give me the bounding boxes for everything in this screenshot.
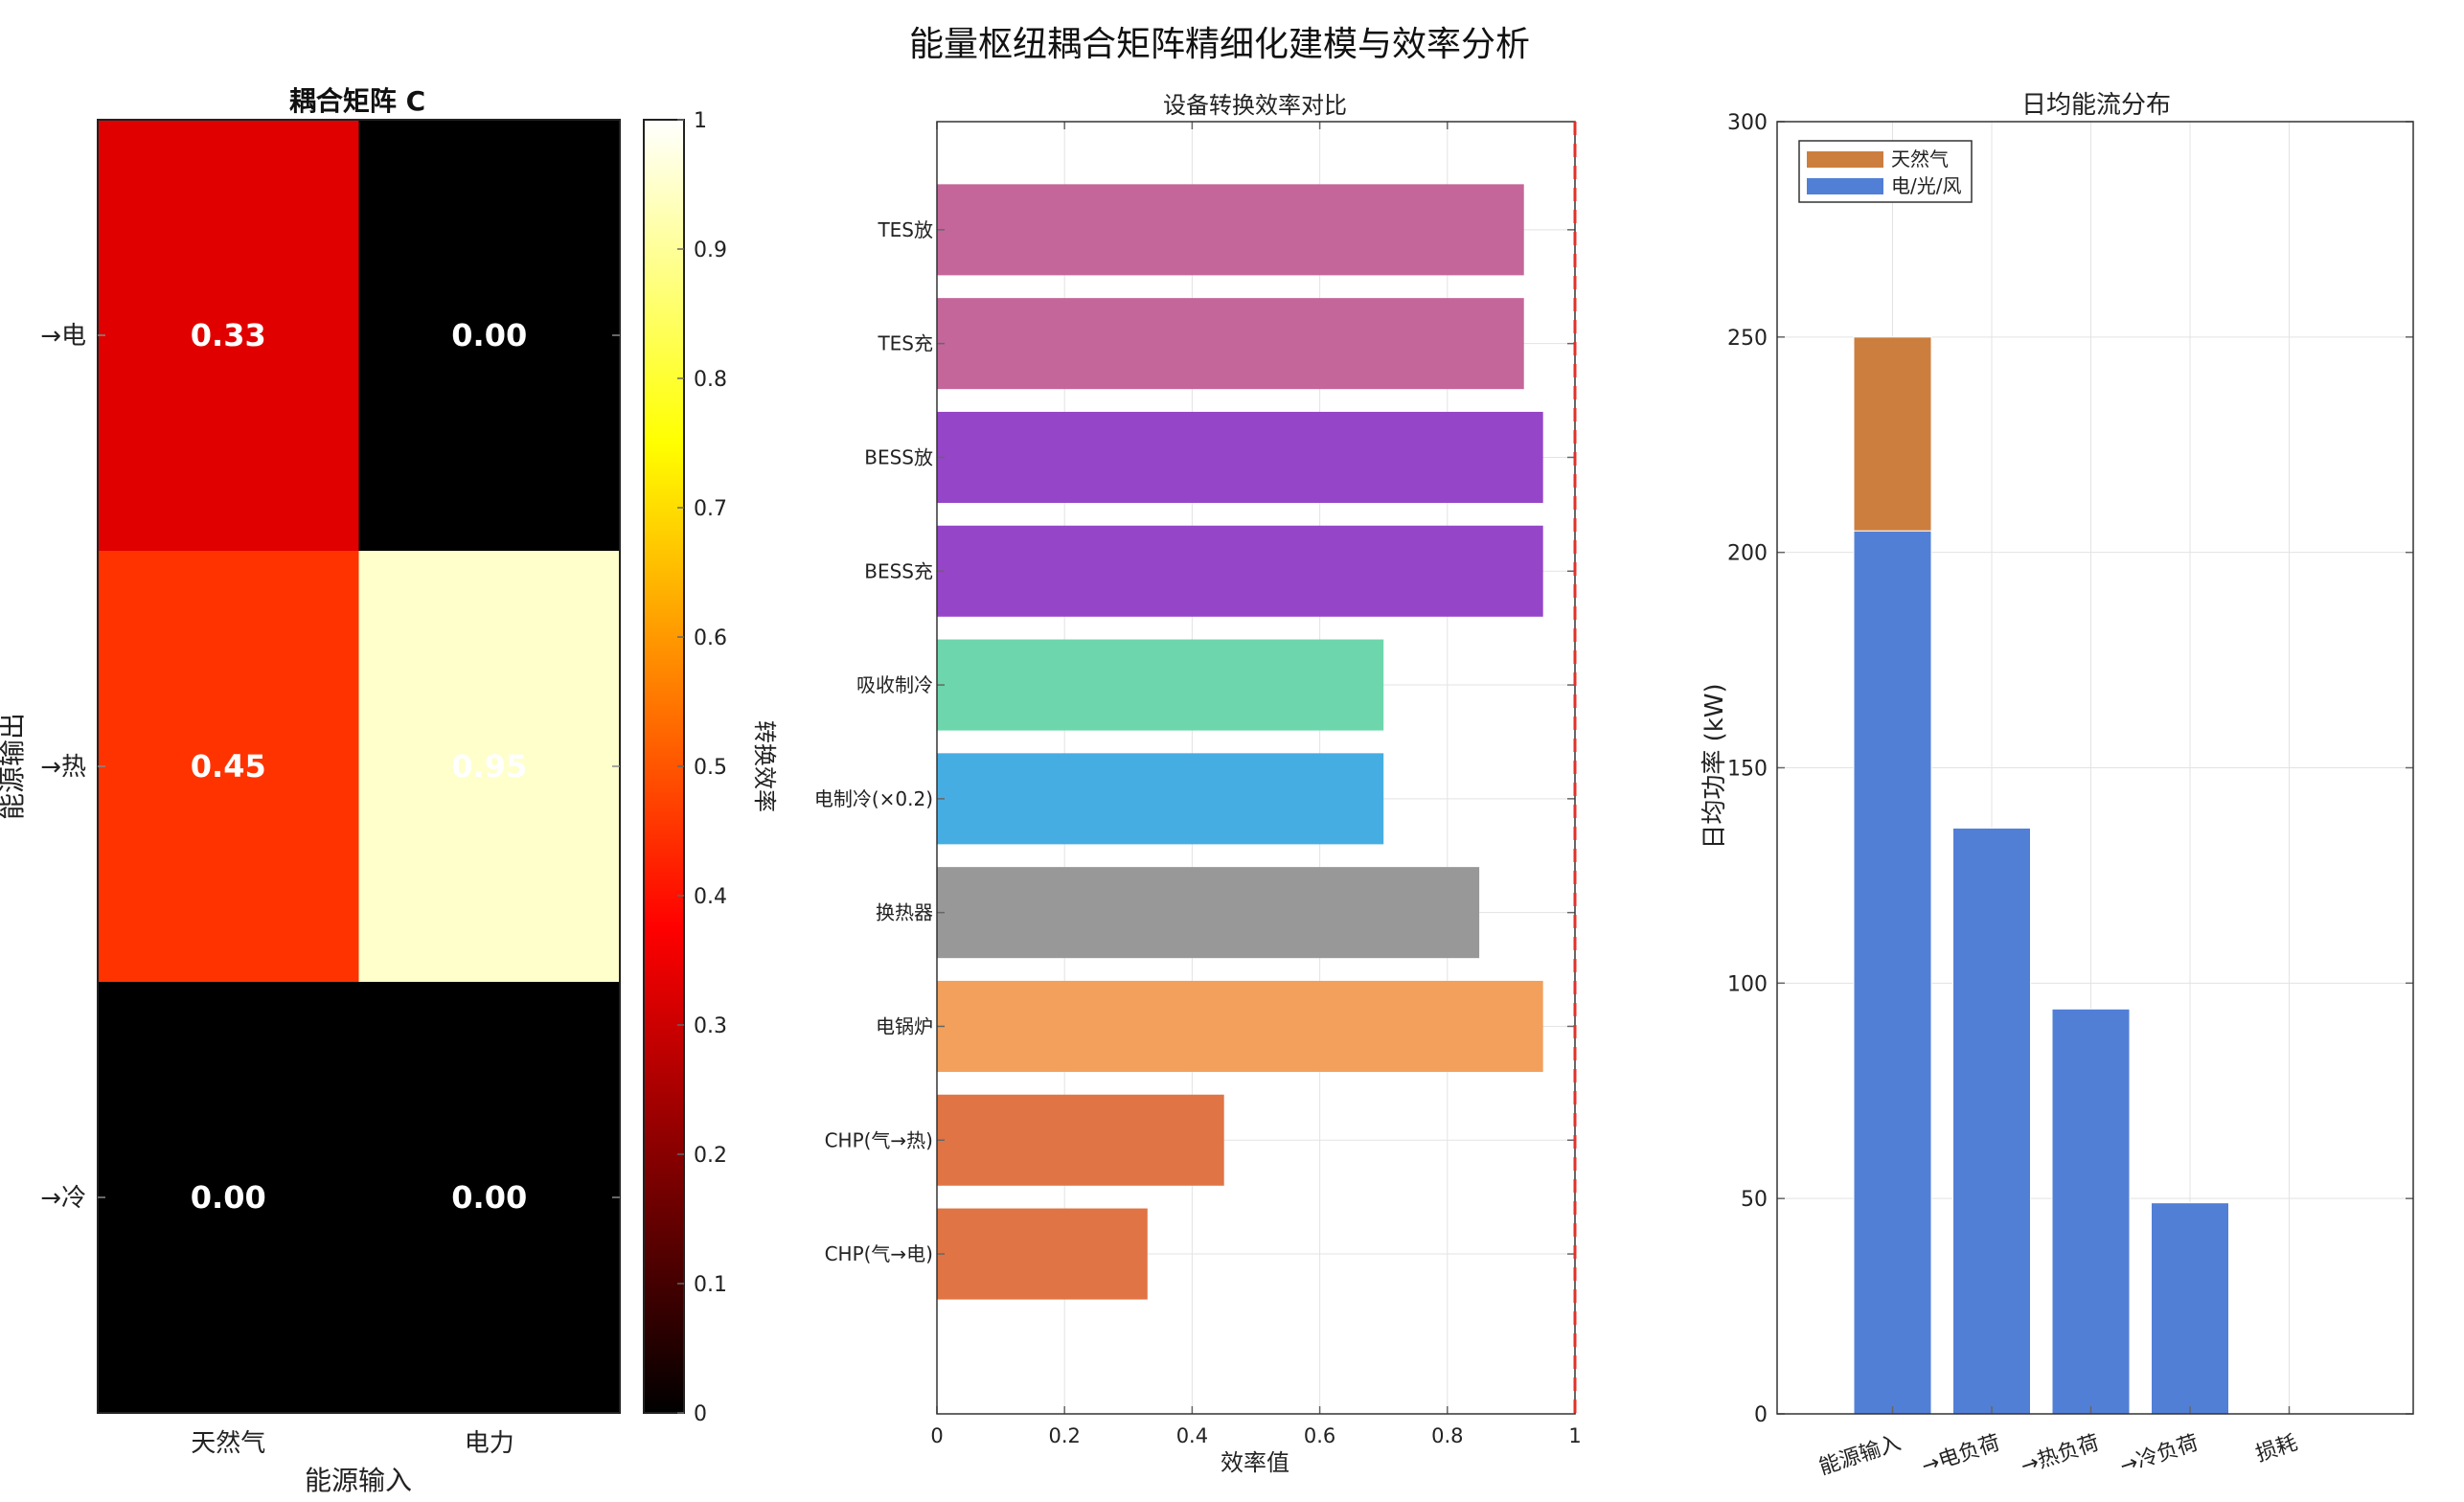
legend-label: 电/光/风	[1891, 174, 1961, 197]
efficiency-x-tick-label: 1	[1568, 1424, 1581, 1447]
heatmap-cell	[98, 982, 359, 1413]
efficiency-bar	[937, 184, 1524, 276]
heatmap-ylabel: 能源输出	[0, 713, 28, 820]
legend-swatch	[1807, 178, 1883, 194]
legend-swatch	[1807, 151, 1883, 168]
heatmap-cell-value: 0.00	[451, 317, 527, 353]
heatmap-cell	[98, 120, 359, 551]
colorbar-tick-label: 1	[694, 109, 707, 133]
energy-flow-x-tick-label: →热负荷	[2018, 1431, 2102, 1479]
energy-flow-bar-segment	[1853, 530, 1932, 1415]
heatmap-cell-value: 0.00	[451, 1179, 527, 1216]
efficiency-bar	[937, 980, 1543, 1072]
efficiency-bar	[937, 525, 1543, 617]
energy-flow-panel: 日均能流分布 0 50 100 150 200 250 300 能源输入 →电负荷 →热负荷 →冷…	[1700, 91, 2414, 1480]
heatmap-x-tick-label: 电力	[465, 1429, 514, 1458]
efficiency-bar	[937, 867, 1480, 959]
efficiency-bar	[937, 753, 1384, 845]
efficiency-y-tick-label: CHP(气→电)	[825, 1242, 933, 1265]
heatmap-cell	[358, 982, 620, 1413]
colorbar: 0 0.1 0.2 0.3 0.4 0.5 0.6 0.7 0.8 0.9 1 转换效率	[643, 109, 778, 1426]
efficiency-x-tick-label: 0	[930, 1424, 943, 1447]
efficiency-bar	[937, 411, 1543, 503]
colorbar-tick-label: 0.1	[694, 1273, 727, 1297]
energy-flow-x-tick-label: →电负荷	[1919, 1431, 2003, 1479]
heatmap-x-tick-label: 天然气	[191, 1429, 265, 1458]
efficiency-bar	[937, 298, 1524, 390]
energy-flow-bar-segment	[2151, 1202, 2229, 1415]
efficiency-xlabel: 效率值	[1221, 1449, 1289, 1476]
colorbar-tick-label: 0.6	[694, 626, 727, 650]
heatmap-cell	[358, 120, 620, 551]
heatmap-cell	[358, 551, 620, 982]
efficiency-y-tick-label: CHP(气→热)	[825, 1128, 933, 1151]
efficiency-bar	[937, 1094, 1224, 1186]
heatmap-cell-value: 0.95	[451, 748, 527, 785]
energy-flow-x-tick-label: 能源输入	[1816, 1431, 1904, 1480]
energy-flow-y-tick-label: 300	[1727, 111, 1768, 135]
energy-flow-y-tick-label: 0	[1754, 1403, 1768, 1427]
energy-flow-y-tick-label: 50	[1741, 1188, 1768, 1212]
energy-flow-ylabel: 日均功率 (kW)	[1700, 683, 1729, 849]
energy-flow-y-tick-label: 200	[1727, 542, 1768, 566]
efficiency-y-tick-label: 吸收制冷	[856, 673, 933, 696]
efficiency-y-tick-label: BESS充	[864, 559, 933, 582]
colorbar-tick-label: 0.7	[694, 497, 727, 521]
efficiency-y-tick-label: 电锅炉	[876, 1014, 933, 1037]
energy-flow-title: 日均能流分布	[2021, 91, 2171, 120]
heatmap-xlabel: 能源输入	[305, 1465, 412, 1496]
energy-flow-bar-segment	[2051, 1008, 2131, 1415]
efficiency-bar	[937, 639, 1384, 731]
efficiency-title: 设备转换效率对比	[1163, 92, 1347, 119]
colorbar-tick-label: 0.8	[694, 368, 727, 392]
efficiency-y-tick-label: 电制冷(×0.2)	[814, 787, 933, 810]
energy-flow-y-tick-label: 150	[1727, 758, 1768, 782]
energy-flow-x-tick-label: 损耗	[2253, 1431, 2301, 1467]
colorbar-tick-label: 0	[694, 1402, 707, 1426]
colorbar-tick-label: 0.5	[694, 756, 727, 780]
energy-flow-bar-segment	[1952, 827, 2031, 1415]
energy-flow-frame	[1776, 121, 2414, 1415]
heatmap-y-tick-label: →冷	[40, 1184, 86, 1213]
energy-flow-x-tick-label: →冷负荷	[2117, 1431, 2202, 1479]
heatmap-cell	[98, 551, 359, 982]
heatmap-cell-value: 0.45	[191, 748, 266, 785]
heatmap-y-tick-label: →电	[40, 322, 86, 351]
efficiency-x-tick-label: 0.2	[1048, 1424, 1080, 1447]
energy-flow-y-tick-label: 100	[1727, 972, 1768, 996]
colorbar-label: 转换效率	[751, 720, 778, 812]
energy-flow-y-tick-label: 250	[1727, 327, 1768, 351]
efficiency-x-tick-label: 0.8	[1431, 1424, 1463, 1447]
colorbar-tick-label: 0.2	[694, 1144, 727, 1168]
efficiency-y-tick-label: TES放	[877, 218, 933, 241]
figure-title: 能量枢纽耦合矩阵精细化建模与效率分析	[909, 25, 1530, 64]
efficiency-y-tick-label: BESS放	[864, 445, 933, 468]
heatmap-panel: 耦合矩阵 C 0.33 0.00 0.45 0.95 0.00 0.00 天然气 电力 →电 →热…	[0, 85, 621, 1496]
efficiency-y-tick-label: TES充	[877, 332, 933, 355]
heatmap-cell-value: 0.33	[191, 317, 266, 353]
efficiency-bar	[937, 1208, 1148, 1300]
energy-flow-bar-segment	[1853, 336, 1932, 532]
colorbar-tick-label: 0.9	[694, 239, 727, 262]
heatmap-title: 耦合矩阵 C	[289, 85, 425, 117]
colorbar-tick-label: 0.4	[694, 885, 727, 909]
heatmap-cell-value: 0.00	[191, 1179, 266, 1216]
legend-label: 天然气	[1891, 148, 1949, 171]
efficiency-panel: 设备转换效率对比 TES放 TES充 BESS放 BESS充吸收制冷电制冷(×0.2)…	[814, 92, 1582, 1476]
colorbar-tick-label: 0.3	[694, 1014, 727, 1038]
efficiency-x-tick-label: 0.6	[1304, 1424, 1335, 1447]
heatmap-y-tick-label: →热	[40, 753, 86, 782]
efficiency-x-tick-label: 0.4	[1176, 1424, 1208, 1447]
efficiency-y-tick-label: 换热器	[876, 901, 933, 924]
